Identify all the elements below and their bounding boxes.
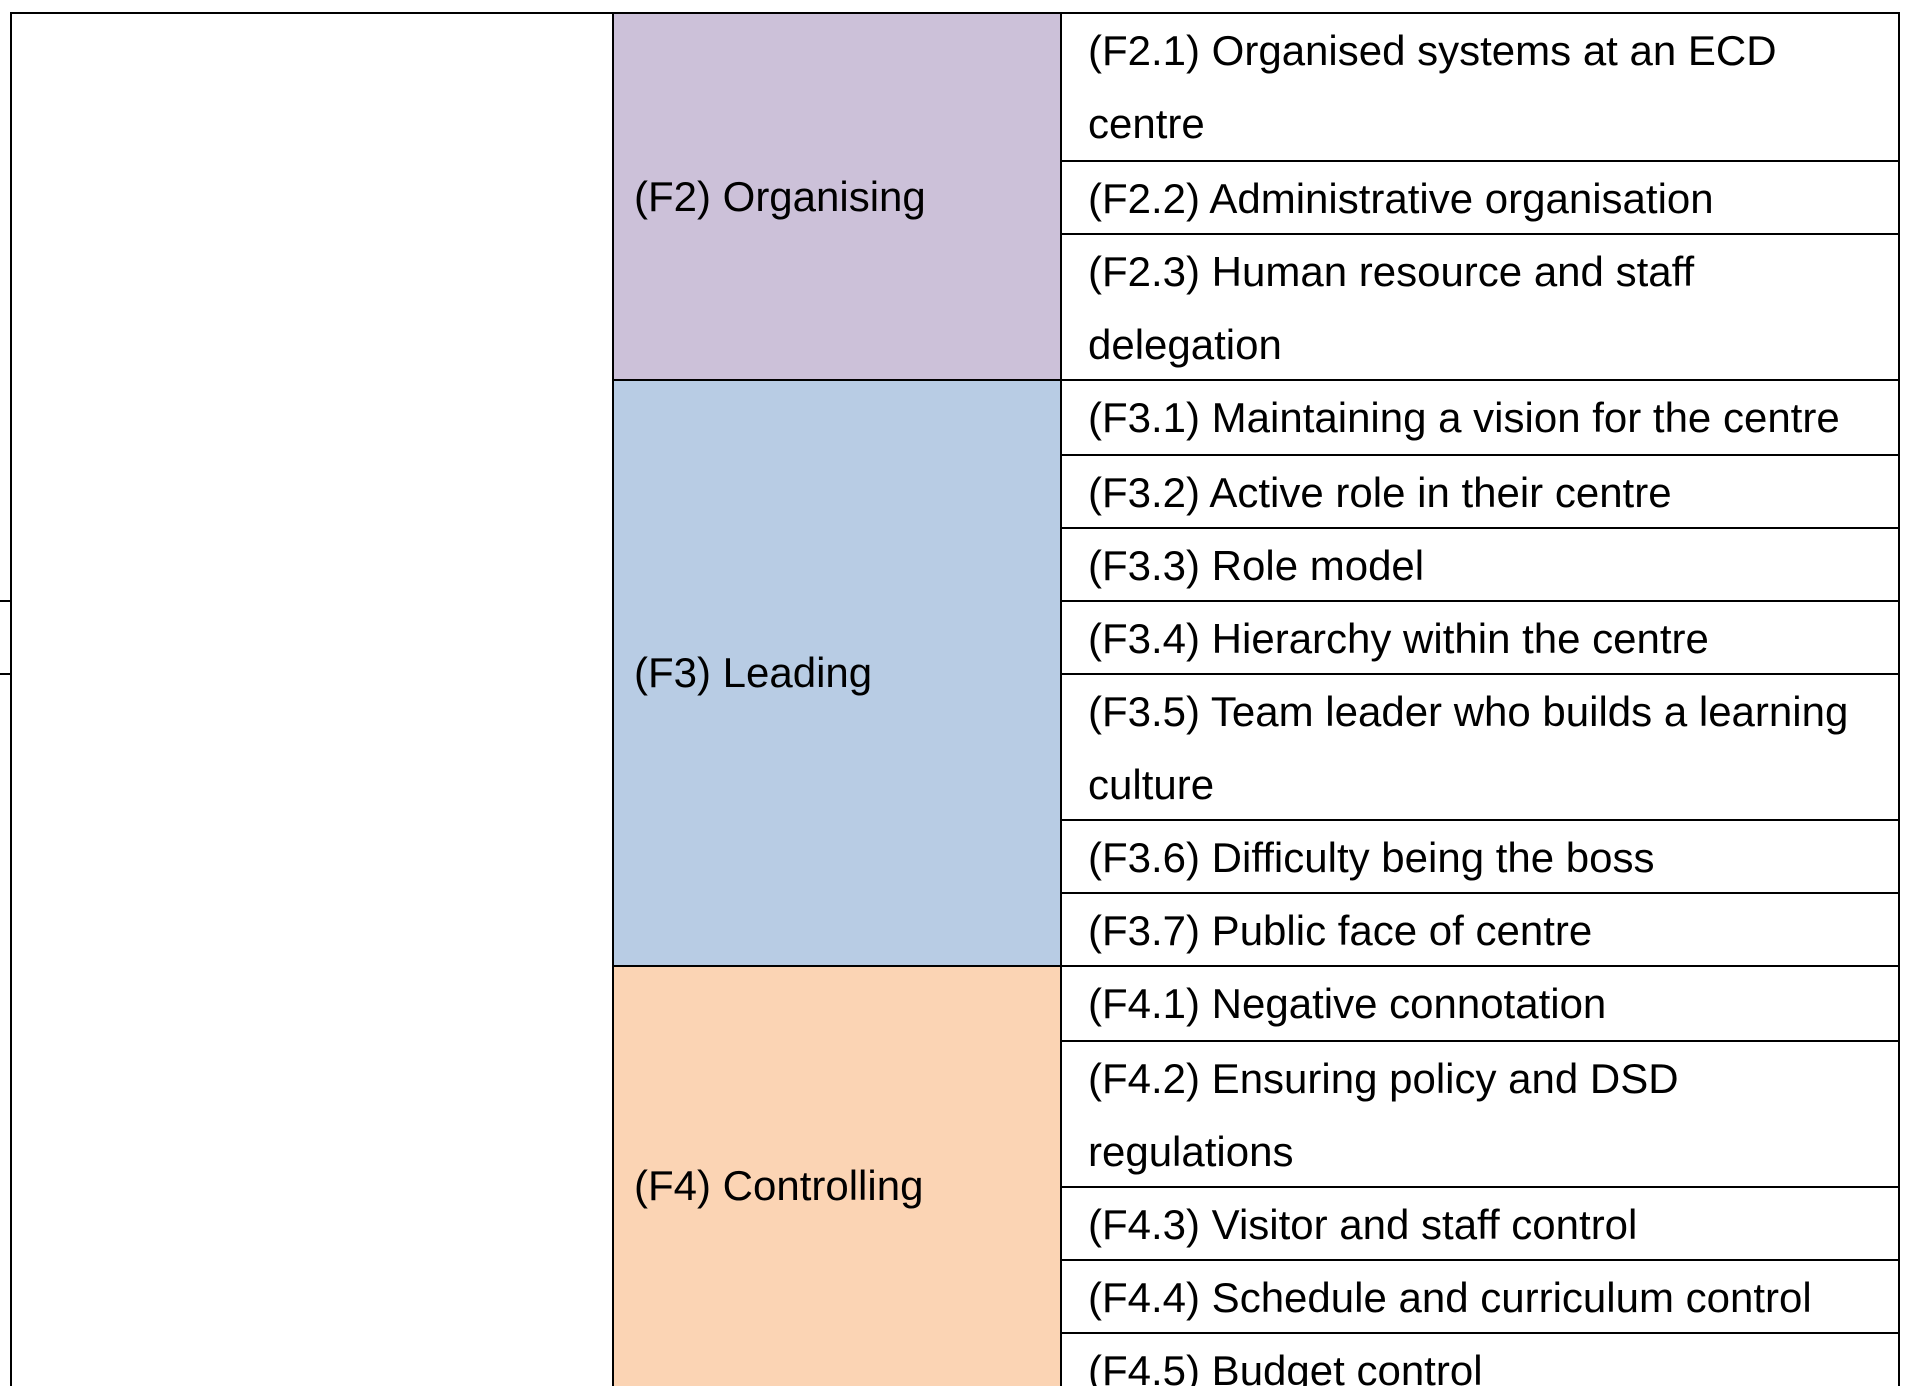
- subfunction-label: (F2.3) Human resource and staff delegati…: [1088, 248, 1695, 368]
- subfunction-label: (F4.3) Visitor and staff control: [1088, 1201, 1638, 1248]
- subfunction-cell: (F3.5) Team leader who builds a learning…: [1062, 673, 1898, 819]
- function-group-controlling: (F4) Controlling (F4.1) Negative connota…: [614, 965, 1898, 1386]
- subfunction-label: (F3.7) Public face of centre: [1088, 907, 1593, 954]
- function-label: (F2) Organising: [634, 172, 926, 220]
- table-body: (F2) Organising (F2.1) Organised systems…: [614, 14, 1898, 1386]
- subfunction-list: (F4.1) Negative connotation (F4.2) Ensur…: [1062, 967, 1898, 1386]
- function-cell-organising: (F2) Organising: [614, 14, 1062, 379]
- subfunction-cell: (F2.1) Organised systems at an ECD centr…: [1062, 14, 1898, 160]
- subfunction-label: (F3.3) Role model: [1088, 542, 1425, 589]
- subfunction-cell: (F2.2) Administrative organisation: [1062, 160, 1898, 233]
- subfunction-cell: (F3.1) Maintaining a vision for the cent…: [1062, 381, 1898, 454]
- subfunction-cell: (F3.2) Active role in their centre: [1062, 454, 1898, 527]
- empty-theme-cell: [12, 14, 614, 1386]
- subfunction-label: (F3.6) Difficulty being the boss: [1088, 834, 1655, 881]
- subfunction-label: (F3.5) Team leader who builds a learning…: [1088, 688, 1849, 808]
- function-cell-controlling: (F4) Controlling: [614, 967, 1062, 1386]
- subfunction-cell: (F4.5) Budget control: [1062, 1332, 1898, 1386]
- subfunction-label: (F2.2) Administrative organisation: [1088, 175, 1714, 222]
- subfunction-cell: (F3.7) Public face of centre: [1062, 892, 1898, 965]
- subfunction-label: (F3.4) Hierarchy within the centre: [1088, 615, 1709, 662]
- subfunction-cell: (F3.3) Role model: [1062, 527, 1898, 600]
- subfunction-label: (F4.5) Budget control: [1088, 1347, 1483, 1386]
- subfunction-cell: (F2.3) Human resource and staff delegati…: [1062, 233, 1898, 379]
- function-label: (F4) Controlling: [634, 1162, 924, 1209]
- subfunction-cell: (F4.4) Schedule and curriculum control: [1062, 1259, 1898, 1332]
- subfunction-label: (F4.4) Schedule and curriculum control: [1088, 1274, 1812, 1321]
- cropped-table-border-stub: [0, 673, 12, 675]
- subfunction-cell: (F4.2) Ensuring policy and DSD regulatio…: [1062, 1040, 1898, 1186]
- subfunction-label: (F3.1) Maintaining a vision for the cent…: [1088, 394, 1840, 441]
- function-label: (F3) Leading: [634, 649, 873, 696]
- subfunction-cell: (F3.6) Difficulty being the boss: [1062, 819, 1898, 892]
- subfunction-list: (F3.1) Maintaining a vision for the cent…: [1062, 381, 1898, 965]
- function-group-leading: (F3) Leading (F3.1) Maintaining a vision…: [614, 379, 1898, 965]
- function-cell-leading: (F3) Leading: [614, 381, 1062, 965]
- subfunction-label: (F2.1) Organised systems at an ECD centr…: [1088, 27, 1777, 147]
- subfunction-cell: (F4.1) Negative connotation: [1062, 967, 1898, 1040]
- subfunction-label: (F4.1) Negative connotation: [1088, 980, 1607, 1027]
- management-functions-table: (F2) Organising (F2.1) Organised systems…: [10, 12, 1900, 1386]
- subfunction-cell: (F4.3) Visitor and staff control: [1062, 1186, 1898, 1259]
- function-group-organising: (F2) Organising (F2.1) Organised systems…: [614, 14, 1898, 379]
- subfunction-label: (F3.2) Active role in their centre: [1088, 469, 1672, 516]
- subfunction-label: (F4.2) Ensuring policy and DSD regulatio…: [1088, 1055, 1679, 1175]
- subfunction-cell: (F3.4) Hierarchy within the centre: [1062, 600, 1898, 673]
- cropped-table-border-stub: [0, 600, 12, 602]
- subfunction-list: (F2.1) Organised systems at an ECD centr…: [1062, 14, 1898, 379]
